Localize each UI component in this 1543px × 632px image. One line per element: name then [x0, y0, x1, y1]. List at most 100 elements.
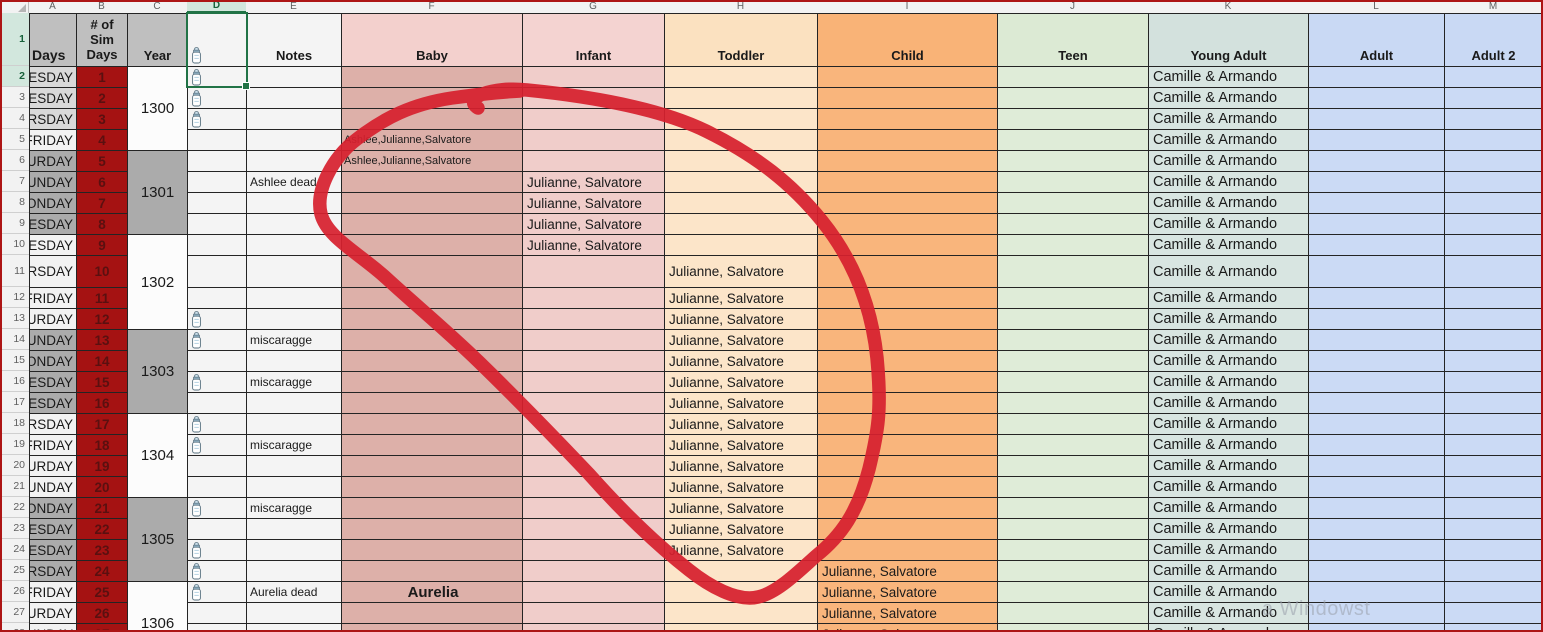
cell-M2[interactable]: [1444, 66, 1543, 88]
cell-J11[interactable]: [997, 255, 1149, 288]
cell-C10-merged[interactable]: 1302: [127, 234, 188, 330]
row-header-15[interactable]: 15: [0, 350, 29, 371]
cell-L4[interactable]: [1308, 108, 1445, 130]
cell-L28[interactable]: [1308, 623, 1445, 632]
cell-H7[interactable]: [664, 171, 818, 193]
cell-E15[interactable]: [246, 350, 342, 372]
cell-G14[interactable]: [522, 329, 665, 351]
row-header-2[interactable]: 2: [0, 66, 29, 87]
cell-M1[interactable]: Adult 2: [1444, 13, 1543, 67]
cell-J8[interactable]: [997, 192, 1149, 214]
cell-I13[interactable]: [817, 308, 998, 330]
cell-B17[interactable]: 16: [76, 392, 128, 414]
cell-B5[interactable]: 4: [76, 129, 128, 151]
cell-I17[interactable]: [817, 392, 998, 414]
cell-E19[interactable]: miscaragge: [246, 434, 342, 456]
cell-D22[interactable]: [187, 497, 247, 519]
cell-K1[interactable]: Young Adult: [1148, 13, 1309, 67]
cell-F10[interactable]: [341, 234, 523, 256]
cell-D21[interactable]: [187, 476, 247, 498]
cell-M3[interactable]: [1444, 87, 1543, 109]
cell-D19[interactable]: [187, 434, 247, 456]
cell-A25[interactable]: THURSDAY: [29, 560, 77, 582]
cell-L9[interactable]: [1308, 213, 1445, 235]
row-header-23[interactable]: 23: [0, 518, 29, 539]
cell-L22[interactable]: [1308, 497, 1445, 519]
cell-K27[interactable]: Camille & Armando: [1148, 602, 1309, 624]
cell-I23[interactable]: [817, 518, 998, 540]
cell-M25[interactable]: [1444, 560, 1543, 582]
cell-D9[interactable]: [187, 213, 247, 235]
cell-G10[interactable]: Julianne, Salvatore: [522, 234, 665, 256]
cell-J15[interactable]: [997, 350, 1149, 372]
cell-G22[interactable]: [522, 497, 665, 519]
cell-F24[interactable]: [341, 539, 523, 561]
row-header-8[interactable]: 8: [0, 192, 29, 213]
cell-I2[interactable]: [817, 66, 998, 88]
cell-F21[interactable]: [341, 476, 523, 498]
column-header-B[interactable]: B: [76, 0, 128, 13]
cell-G15[interactable]: [522, 350, 665, 372]
cell-A3[interactable]: WEDNESDAY: [29, 87, 77, 109]
column-header-G[interactable]: G: [522, 0, 665, 13]
cell-D7[interactable]: [187, 171, 247, 193]
cell-D6[interactable]: [187, 150, 247, 172]
cell-L16[interactable]: [1308, 371, 1445, 393]
cell-B22[interactable]: 21: [76, 497, 128, 519]
cell-D27[interactable]: [187, 602, 247, 624]
cell-G24[interactable]: [522, 539, 665, 561]
cell-A13[interactable]: SATURDAY: [29, 308, 77, 330]
cell-C1[interactable]: Year: [127, 13, 188, 67]
cell-J24[interactable]: [997, 539, 1149, 561]
cell-D15[interactable]: [187, 350, 247, 372]
cell-D16[interactable]: [187, 371, 247, 393]
cell-M21[interactable]: [1444, 476, 1543, 498]
cell-E25[interactable]: [246, 560, 342, 582]
column-header-A[interactable]: A: [29, 0, 77, 13]
cell-J14[interactable]: [997, 329, 1149, 351]
cell-A17[interactable]: WEDNESDAY: [29, 392, 77, 414]
column-header-C[interactable]: C: [127, 0, 188, 13]
cell-I3[interactable]: [817, 87, 998, 109]
cell-I10[interactable]: [817, 234, 998, 256]
cell-K7[interactable]: Camille & Armando: [1148, 171, 1309, 193]
cell-B7[interactable]: 6: [76, 171, 128, 193]
cell-K24[interactable]: Camille & Armando: [1148, 539, 1309, 561]
cell-K10[interactable]: Camille & Armando: [1148, 234, 1309, 256]
cell-E2[interactable]: [246, 66, 342, 88]
cell-M18[interactable]: [1444, 413, 1543, 435]
row-header-9[interactable]: 9: [0, 213, 29, 234]
cell-F22[interactable]: [341, 497, 523, 519]
cell-H19[interactable]: Julianne, Salvatore: [664, 434, 818, 456]
cell-F11[interactable]: [341, 255, 523, 288]
cell-H2[interactable]: [664, 66, 818, 88]
cell-A11[interactable]: THURSDAY: [29, 255, 77, 288]
cell-K28[interactable]: Camille & Armando: [1148, 623, 1309, 632]
select-all-corner[interactable]: [0, 0, 29, 13]
cell-M11[interactable]: [1444, 255, 1543, 288]
cell-I12[interactable]: [817, 287, 998, 309]
cell-A20[interactable]: SATURDAY: [29, 455, 77, 477]
cell-I15[interactable]: [817, 350, 998, 372]
cell-A24[interactable]: WEDNESDAY: [29, 539, 77, 561]
cell-D26[interactable]: [187, 581, 247, 603]
row-header-21[interactable]: 21: [0, 476, 29, 497]
cell-H10[interactable]: [664, 234, 818, 256]
cell-K8[interactable]: Camille & Armando: [1148, 192, 1309, 214]
cell-L25[interactable]: [1308, 560, 1445, 582]
cell-F2[interactable]: [341, 66, 523, 88]
cell-B23[interactable]: 22: [76, 518, 128, 540]
cell-J7[interactable]: [997, 171, 1149, 193]
row-header-3[interactable]: 3: [0, 87, 29, 108]
cell-J23[interactable]: [997, 518, 1149, 540]
cell-B16[interactable]: 15: [76, 371, 128, 393]
cell-I22[interactable]: [817, 497, 998, 519]
cell-K16[interactable]: Camille & Armando: [1148, 371, 1309, 393]
cell-D5[interactable]: [187, 129, 247, 151]
cell-D28[interactable]: [187, 623, 247, 632]
cell-K17[interactable]: Camille & Armando: [1148, 392, 1309, 414]
cell-A28[interactable]: SUNDAY: [29, 623, 77, 632]
row-header-6[interactable]: 6: [0, 150, 29, 171]
cell-E12[interactable]: [246, 287, 342, 309]
cell-M28[interactable]: [1444, 623, 1543, 632]
